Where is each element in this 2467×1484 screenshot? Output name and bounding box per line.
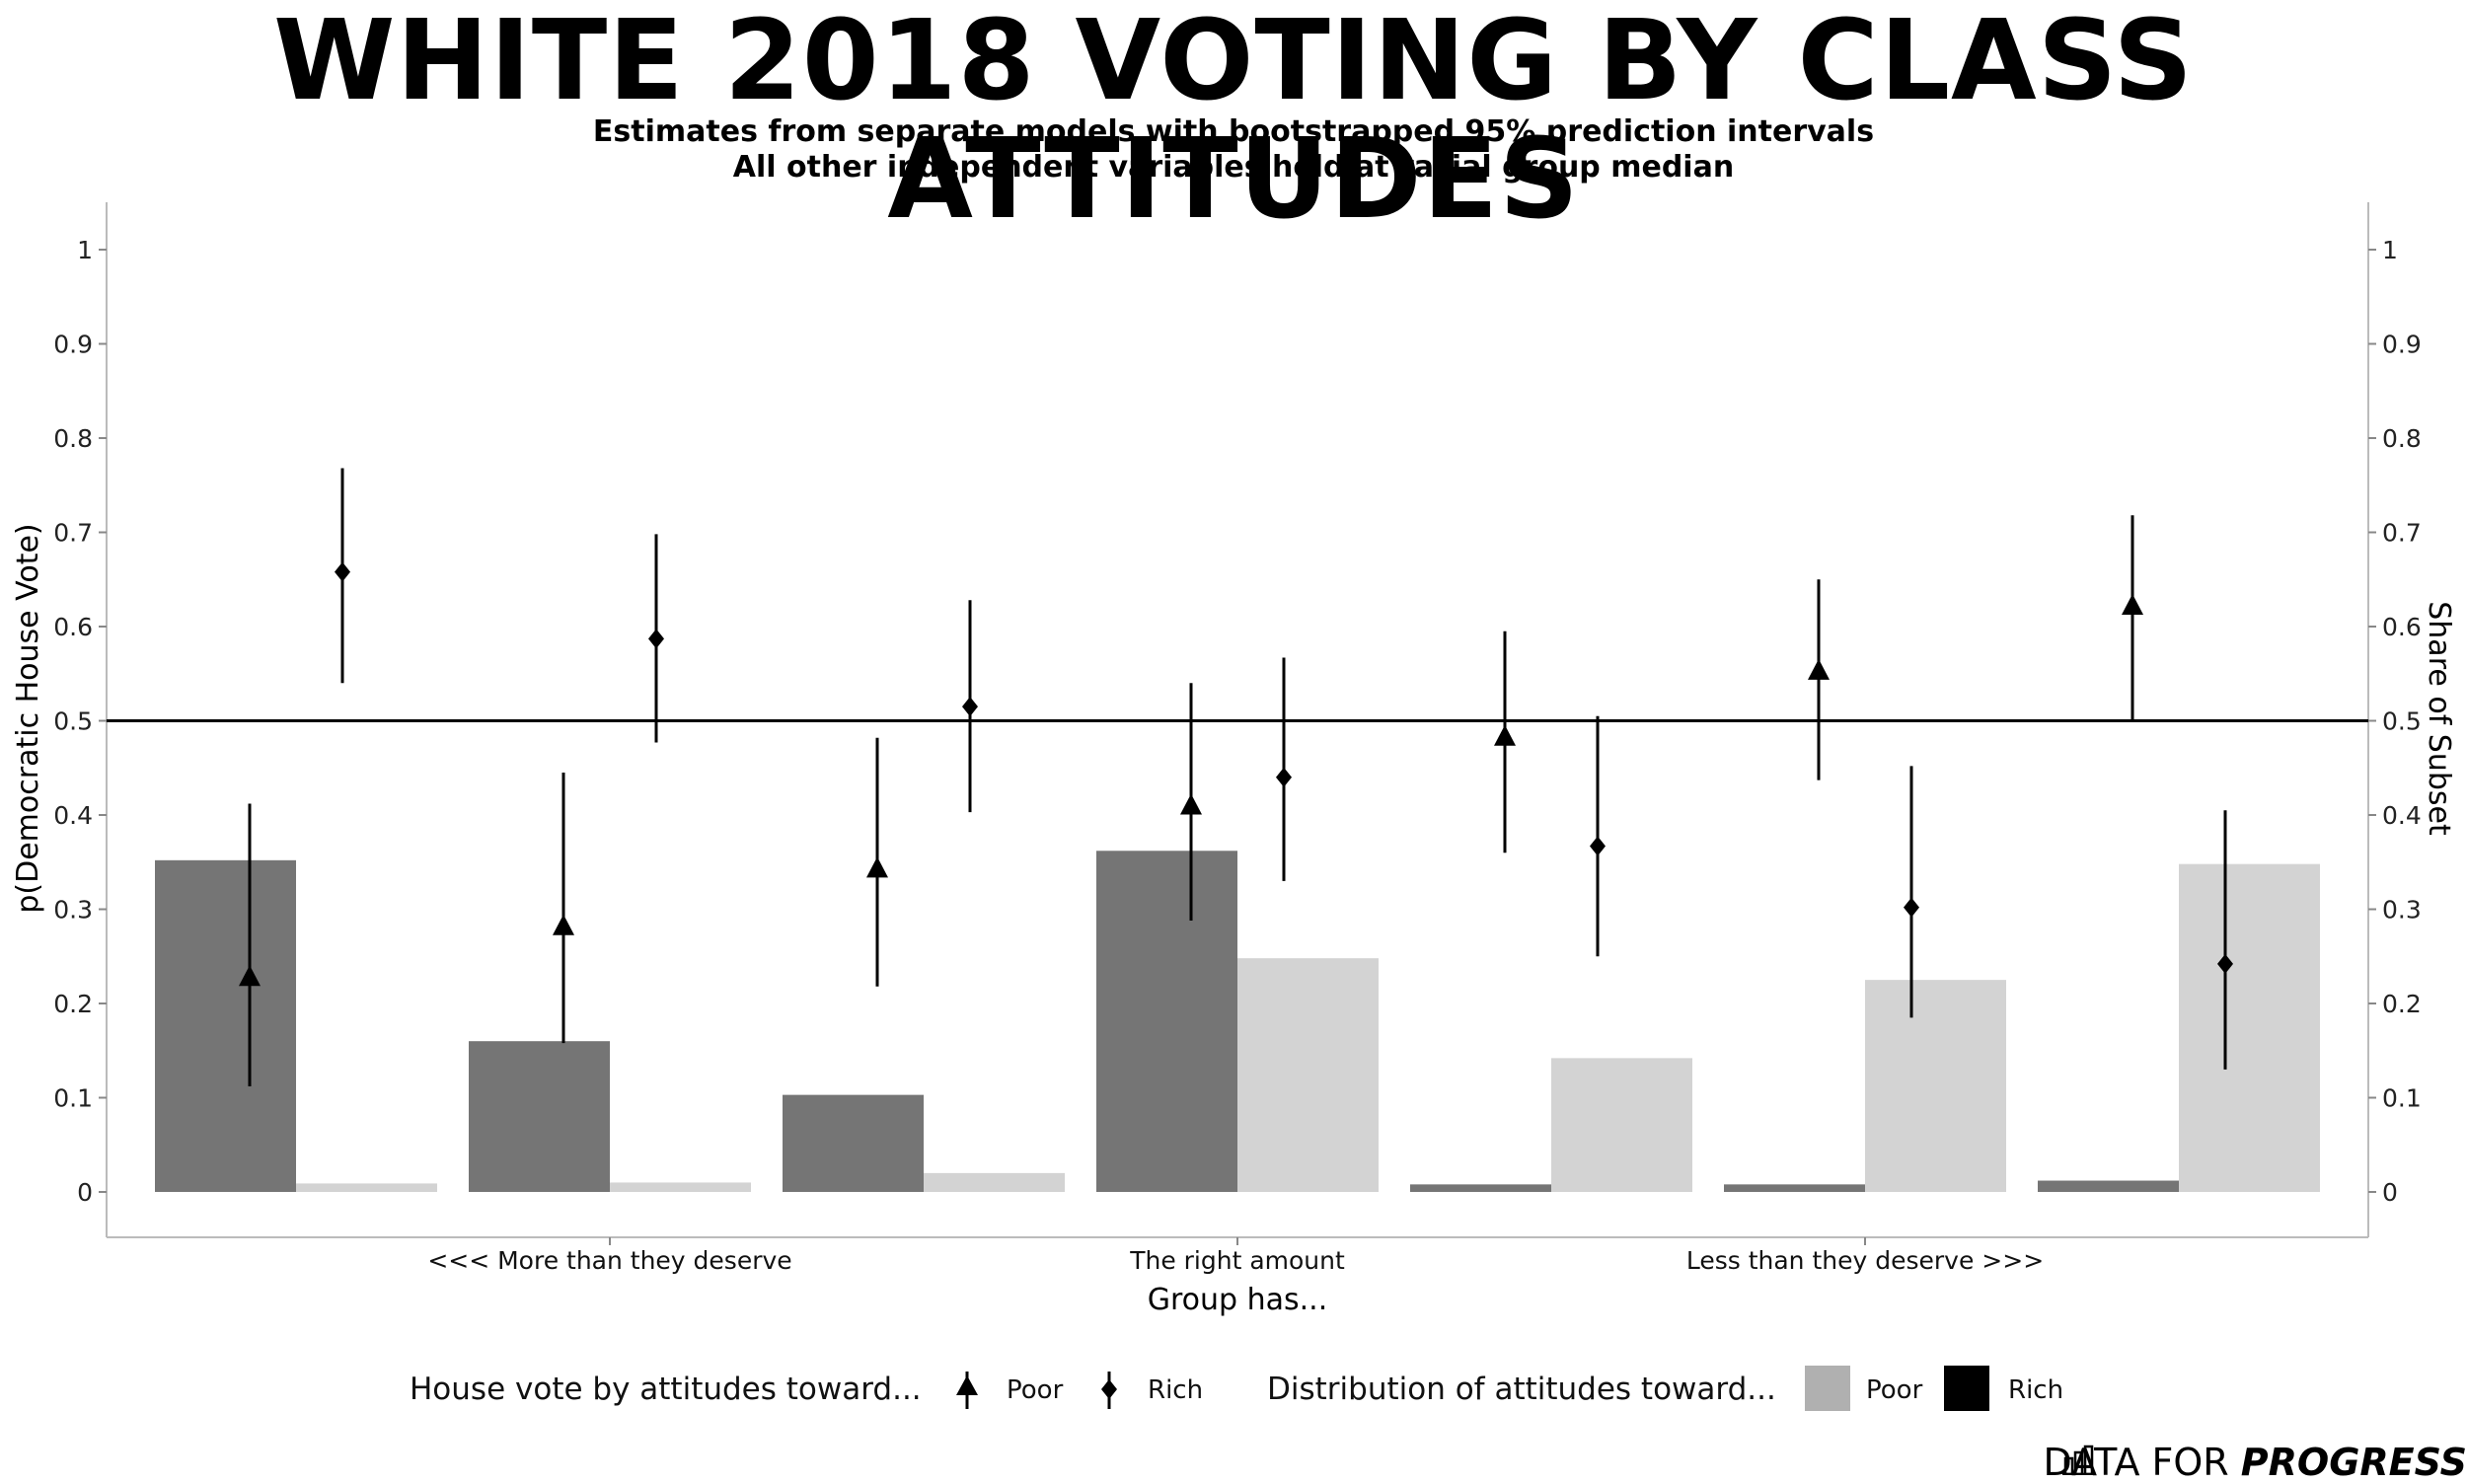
bar-rich-1: [155, 859, 296, 1192]
point-poor-5-marker: [1494, 724, 1516, 746]
point-poor-4-marker: [1180, 793, 1202, 815]
legend-triangle-icon: [956, 1375, 978, 1395]
y-tick-label-right-0.4: 0.4: [2382, 801, 2422, 830]
y-tick-label-0.3: 0.3: [53, 896, 93, 925]
point-rich-6-marker: [1904, 897, 1919, 918]
brand-logo: [2062, 1445, 2096, 1475]
point-rich-3-marker: [962, 697, 978, 717]
y-tick-label-0.4: 0.4: [53, 801, 93, 830]
y-tick-label-right-0.1: 0.1: [2382, 1084, 2422, 1113]
point-rich-2-marker: [648, 629, 664, 649]
bar-poor-5: [1551, 1058, 1692, 1192]
bar-poor-1: [296, 1183, 437, 1192]
x-category-label-2: The right amount: [1129, 1246, 1345, 1275]
y-tick-label-right-0.9: 0.9: [2382, 331, 2422, 359]
bar-rich-6: [1724, 1184, 1865, 1192]
point-rich-5-marker: [1590, 836, 1606, 856]
point-rich-7-marker: [2217, 953, 2233, 974]
legend-diamond-key: [1101, 1372, 1117, 1409]
legend: House vote by attitudes toward... Poor R…: [410, 1366, 2063, 1411]
bar-poor-7: [2179, 863, 2320, 1192]
y-tick-label-0.2: 0.2: [53, 990, 93, 1018]
legend-diamond-icon: [1101, 1379, 1117, 1399]
brand-wordmark: DATA FOR PROGRESS: [2044, 1441, 2467, 1484]
x-axis-title: Group has...: [1148, 1283, 1328, 1317]
bar-rich-7: [2038, 1180, 2179, 1192]
y-tick-label-right-0.7: 0.7: [2382, 519, 2422, 548]
y-tick-label-right-0.8: 0.8: [2382, 424, 2422, 453]
point-poor-6-marker: [1808, 658, 1830, 680]
x-axis-category-labels: <<< More than they deserve The right amou…: [427, 1237, 2044, 1275]
y-tick-label-0.9: 0.9: [53, 331, 93, 359]
bar-poor-3: [924, 1172, 1065, 1192]
point-rich-1-marker: [335, 561, 350, 582]
y-tick-label-0.7: 0.7: [53, 519, 93, 548]
y-tick-label-right-1: 1: [2382, 236, 2398, 264]
y-axis-ticks: 0 0.1 0.2 0.3 0.4 0.5 0.6 0.7 0.8 0.9 1: [53, 236, 107, 1207]
point-poor-3-marker: [866, 856, 888, 878]
y-tick-label-0.5: 0.5: [53, 707, 93, 736]
legend-dist-poor: Poor: [1866, 1375, 1923, 1405]
legend-swatch-poor: [1805, 1366, 1850, 1411]
point-layer: [239, 468, 2233, 1087]
point-poor-7-marker: [2122, 593, 2143, 615]
legend-dist-title: Distribution of attitudes toward...: [1267, 1372, 1776, 1407]
chart-subtitle-line-1: Estimates from separate models with boot…: [592, 114, 1875, 149]
legend-vote-rich: Rich: [1148, 1375, 1203, 1405]
chart-subtitle-line-2: All other independent variables held at …: [732, 150, 1735, 185]
bar-rich-5: [1410, 1184, 1551, 1192]
y-tick-label-0.8: 0.8: [53, 424, 93, 453]
bar-poor-6: [1865, 980, 2006, 1192]
brand-text-2: PROGRESS: [2240, 1441, 2467, 1484]
bar-poor-2: [610, 1182, 751, 1192]
x-category-label-1: <<< More than they deserve: [427, 1246, 791, 1275]
y-axis-title: p(Democratic House Vote): [11, 523, 45, 913]
y-tick-label-right-0.2: 0.2: [2382, 990, 2422, 1018]
y-tick-label-0.6: 0.6: [53, 613, 93, 641]
point-poor-1-marker: [239, 965, 261, 987]
y-tick-label-0.1: 0.1: [53, 1084, 93, 1113]
legend-vote-title: House vote by attitudes toward...: [410, 1372, 922, 1407]
point-rich-4-marker: [1276, 767, 1292, 787]
y-tick-label-1: 1: [77, 236, 93, 264]
bar-rich-2: [469, 1041, 610, 1192]
y-tick-label-right-0.5: 0.5: [2382, 707, 2422, 736]
y-tick-label-right-0.6: 0.6: [2382, 613, 2422, 641]
point-poor-2-marker: [553, 914, 574, 935]
legend-dist-rich: Rich: [2008, 1375, 2063, 1405]
y-tick-label-0: 0: [77, 1178, 93, 1207]
legend-vote-poor: Poor: [1007, 1375, 1064, 1405]
bar-rich-4: [1096, 851, 1237, 1192]
chart-title: WHITE 2018 VOTING BY CLASS ATTITUDES: [272, 0, 2195, 244]
x-category-label-3: Less than they deserve >>>: [1686, 1246, 2044, 1275]
bar-chart-icon: [2062, 1445, 2096, 1475]
bar-rich-3: [783, 1094, 924, 1192]
bar-layer: [155, 851, 2320, 1192]
bar-poor-4: [1237, 958, 1379, 1192]
legend-triangle-key: [956, 1372, 978, 1409]
y-axis-ticks-right: 0 0.1 0.2 0.3 0.4 0.5 0.6 0.7 0.8 0.9 1: [2368, 236, 2422, 1207]
legend-swatch-rich: [1944, 1366, 1989, 1411]
y-axis-title-right: Share of Subset: [2422, 601, 2456, 836]
brand-text-1: DATA FOR: [2043, 1441, 2241, 1484]
y-tick-label-right-0: 0: [2382, 1178, 2398, 1207]
y-tick-label-right-0.3: 0.3: [2382, 896, 2422, 925]
